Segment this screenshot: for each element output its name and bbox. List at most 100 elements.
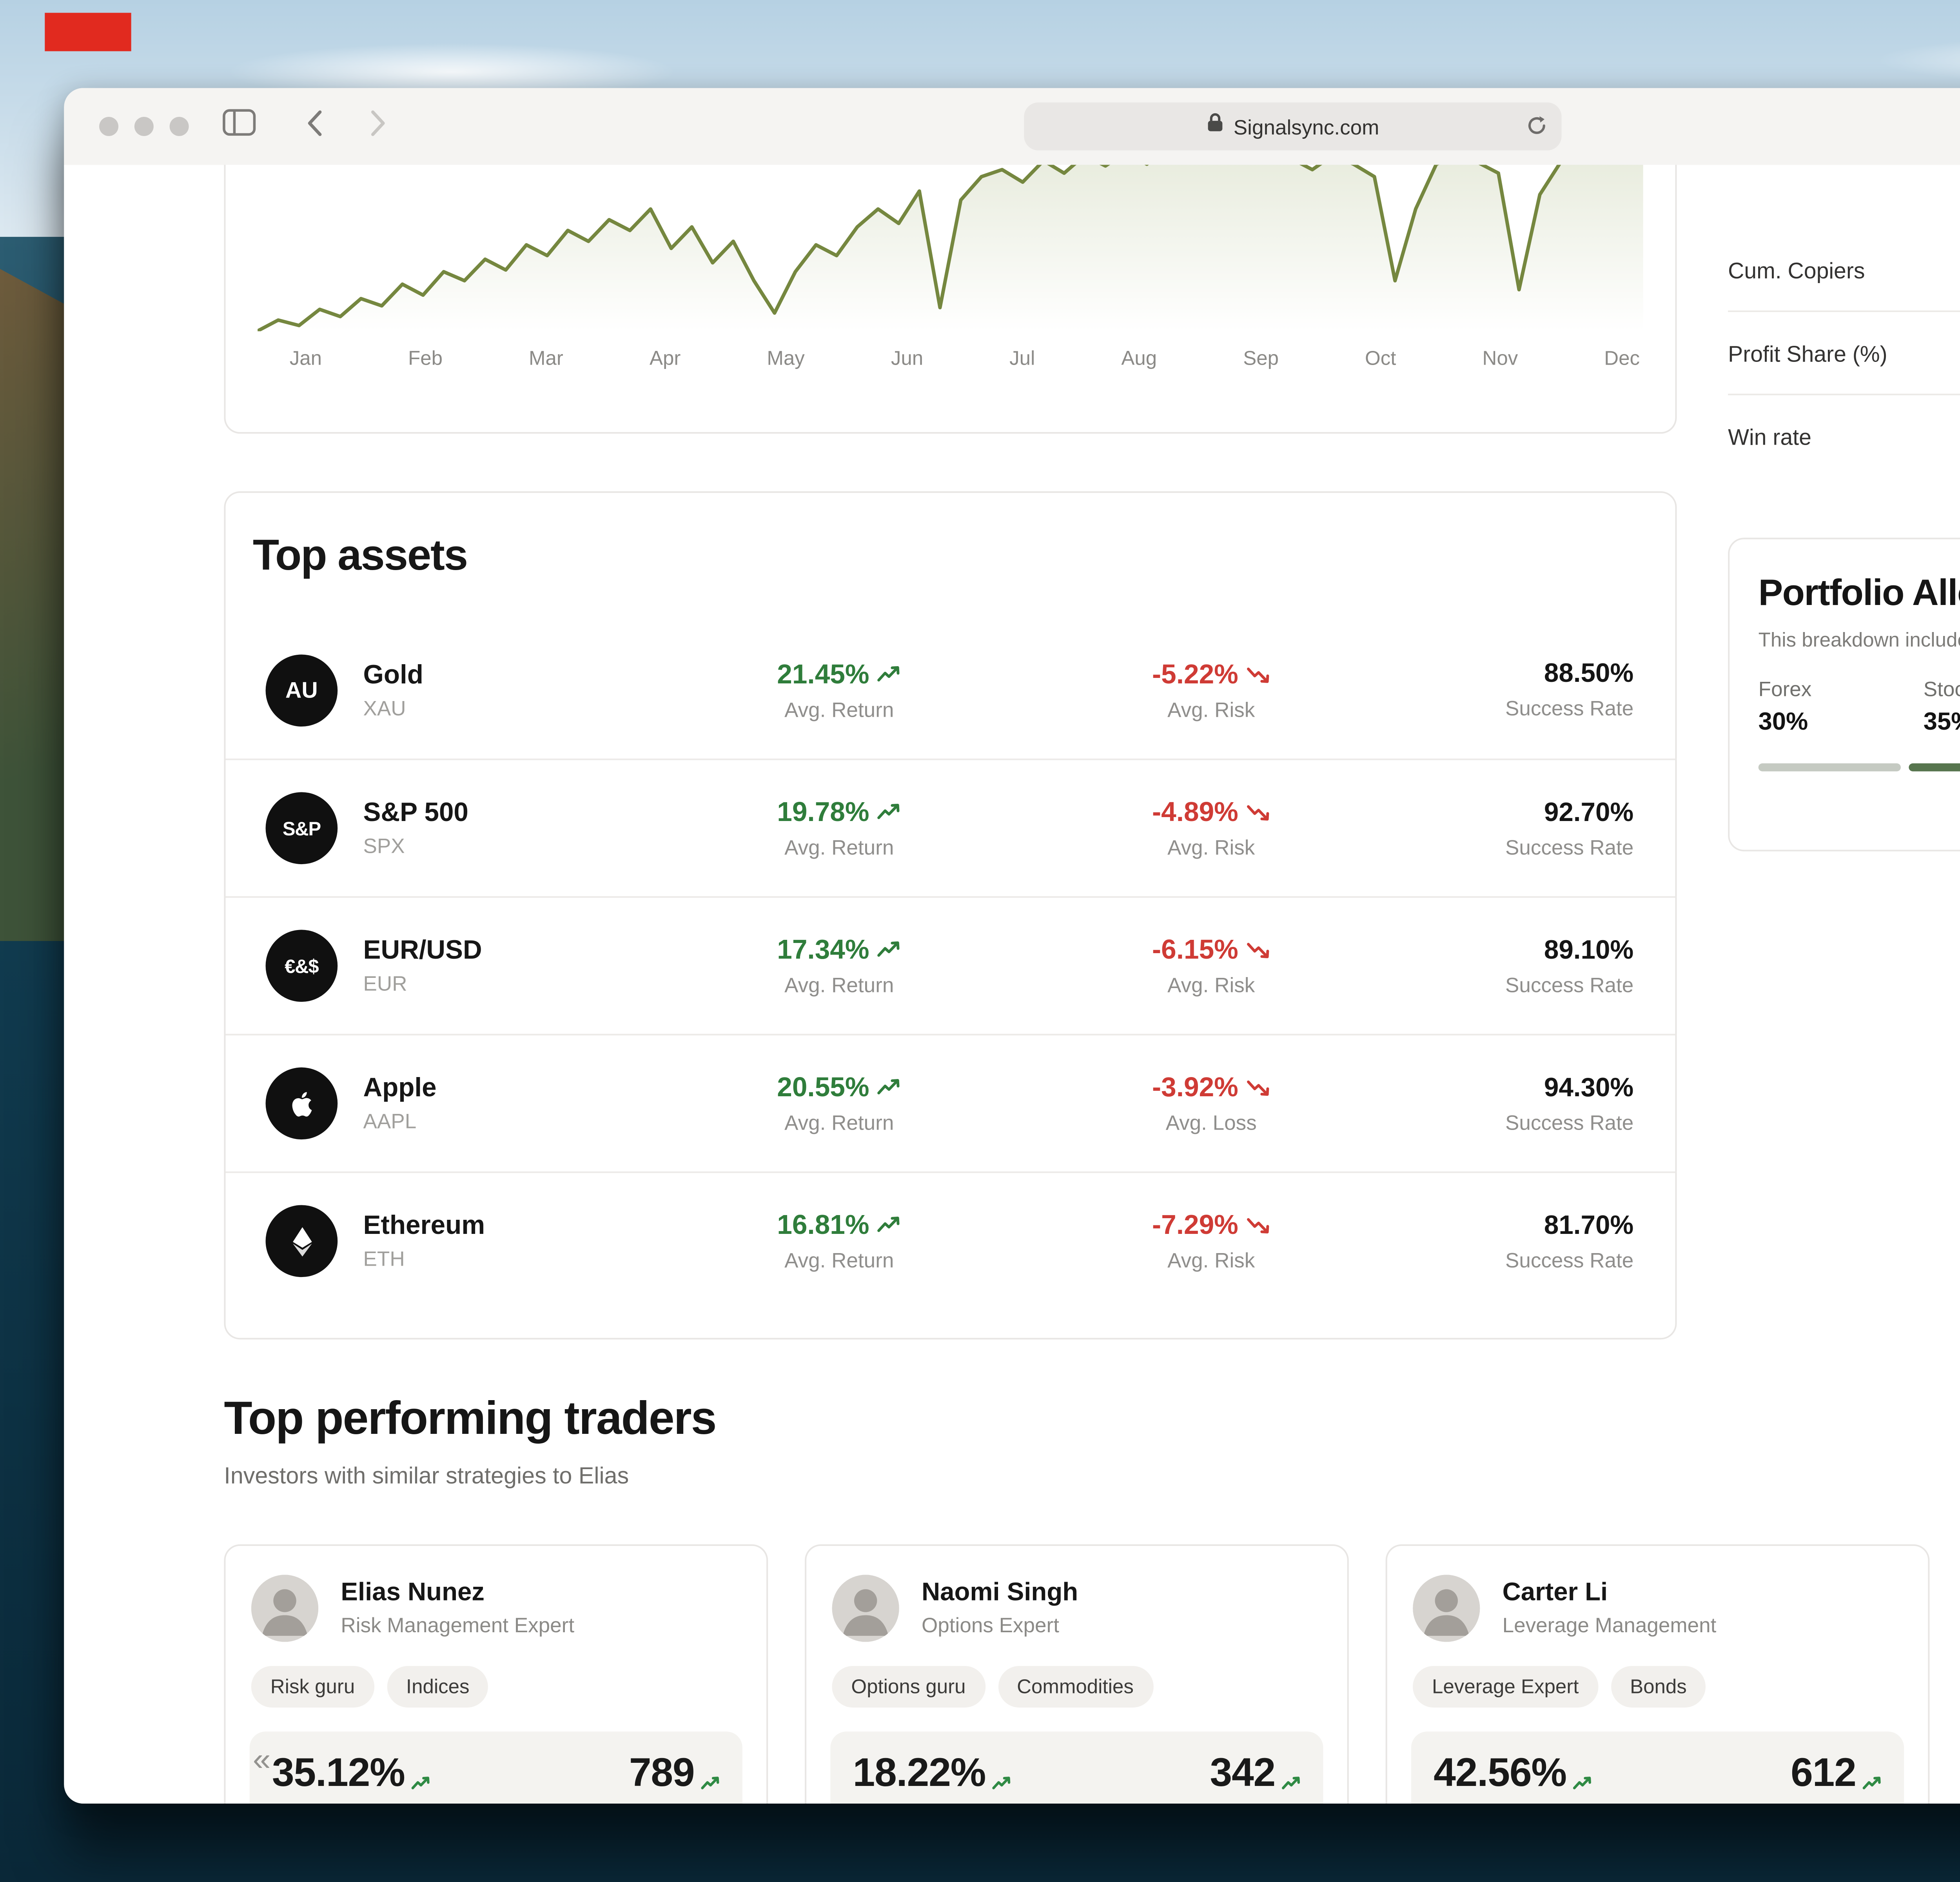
gold-asset-icon: AU — [265, 654, 338, 726]
asset-row-gold[interactable]: AU Gold XAU 21.45% Avg. Return -5.22% Av… — [226, 621, 1675, 759]
avg-loss-value: -3.92% — [1152, 1072, 1238, 1103]
traders-section-subtitle: Investors with similar strategies to Eli… — [224, 1464, 629, 1490]
avg-return-label: Avg. Return — [784, 1110, 894, 1135]
trader-role: Leverage Management — [1502, 1613, 1717, 1637]
red-marker-left — [45, 13, 131, 51]
month-label: Jan — [289, 347, 322, 370]
avg-loss-label: Avg. Loss — [1165, 1110, 1257, 1135]
page-content: Jan Feb Mar Apr May Jun Jul Aug Sep Oct … — [64, 165, 1960, 1804]
asset-ticker: AAPL — [363, 1109, 417, 1133]
zoom-window-button[interactable] — [169, 116, 189, 136]
asset-name: Ethereum — [363, 1211, 485, 1241]
trader-copiers-value: 612 — [1791, 1751, 1857, 1796]
success-rate-value: 89.10% — [1544, 935, 1634, 965]
avg-return-value: 17.34% — [777, 934, 869, 965]
success-rate-value: 94.30% — [1544, 1073, 1634, 1102]
allocation-bar-segment — [1909, 763, 1960, 772]
avg-risk-label: Avg. Risk — [1167, 1248, 1255, 1272]
allocation-title: Portfolio Allocation — [1758, 571, 1960, 613]
asset-row-sp500[interactable]: S&P S&P 500 SPX 19.78% Avg. Return -4.89… — [225, 758, 1675, 896]
month-label: Aug — [1121, 347, 1157, 370]
top-assets-rows: AU Gold XAU 21.45% Avg. Return -5.22% Av… — [225, 621, 1675, 1309]
trader-card-carter[interactable]: Carter Li Leverage Management Leverage E… — [1385, 1544, 1930, 1804]
trend-up-icon — [877, 797, 901, 829]
address-bar[interactable]: Signalsync.com — [1024, 102, 1562, 151]
close-window-button[interactable] — [99, 116, 119, 136]
trader-return-value: 18.22% — [853, 1751, 986, 1796]
trader-stats-panel: 35.12% 789 — [249, 1731, 742, 1804]
trader-role: Risk Management Expert — [341, 1613, 575, 1637]
month-label: May — [767, 347, 805, 370]
allocation-forex: Forex 30% — [1758, 677, 1812, 736]
trader-tag: Commodities — [998, 1666, 1153, 1708]
trader-card-naomi[interactable]: Naomi Singh Options Expert Options guru … — [805, 1544, 1349, 1804]
stat-label: Profit Share (%) — [1728, 340, 1887, 366]
top-assets-card: Top assets AU Gold XAU 21.45% Avg. Retur… — [224, 491, 1677, 1340]
success-rate-value: 88.50% — [1544, 659, 1634, 688]
trend-up-icon — [877, 1072, 901, 1104]
avatar — [251, 1575, 319, 1642]
success-rate-value: 81.70% — [1544, 1210, 1634, 1240]
stat-row-profit-share: Profit Share (%) 12% — [1728, 312, 1960, 396]
asset-name: EUR/USD — [363, 936, 482, 965]
trader-tag: Bonds — [1611, 1666, 1706, 1708]
trader-return-value: 35.12% — [272, 1751, 405, 1796]
trend-up-icon — [1862, 1756, 1882, 1802]
avg-risk-value: -7.29% — [1152, 1210, 1238, 1241]
success-rate-value: 92.70% — [1544, 797, 1634, 827]
trend-up-icon — [877, 659, 901, 691]
asset-row-apple[interactable]: Apple AAPL 20.55% Avg. Return -3.92% Avg… — [225, 1034, 1675, 1172]
trader-name: Naomi Singh — [922, 1579, 1078, 1607]
asset-ticker: SPX — [363, 834, 405, 858]
allocation-breakdown: Forex 30% Stocks 35% Indices 35% — [1759, 677, 1960, 751]
trend-up-icon — [1281, 1756, 1301, 1802]
trader-card-elias[interactable]: Elias Nunez Risk Management Expert Risk … — [224, 1544, 768, 1804]
success-rate-label: Success Rate — [1505, 1247, 1634, 1272]
forward-button[interactable] — [355, 88, 400, 165]
asset-row-ethereum[interactable]: Ethereum ETH 16.81% Avg. Return -7.29% A… — [225, 1171, 1675, 1309]
carousel-prev-button[interactable]: « — [252, 1742, 271, 1778]
month-label: Mar — [529, 347, 563, 370]
avg-return-label: Avg. Return — [784, 1248, 894, 1272]
eurusd-asset-icon: €&$ — [265, 930, 338, 1002]
asset-row-eurusd[interactable]: €&$ EUR/USD EUR 17.34% Avg. Return -6.15… — [225, 896, 1675, 1034]
trend-up-icon — [1573, 1756, 1592, 1802]
stat-label: Win rate — [1728, 423, 1811, 449]
avg-return-value: 20.55% — [777, 1072, 869, 1103]
lock-icon — [1206, 112, 1224, 141]
allocation-subtitle: This breakdown includes 92.7% of this po… — [1758, 629, 1960, 652]
success-rate-label: Success Rate — [1505, 696, 1634, 720]
avg-return-label: Avg. Return — [784, 835, 894, 859]
trend-down-icon — [1246, 1072, 1270, 1104]
trader-tag: Leverage Expert — [1413, 1666, 1598, 1708]
minimize-window-button[interactable] — [134, 116, 154, 136]
back-button[interactable] — [291, 88, 336, 165]
avg-risk-value: -5.22% — [1152, 658, 1238, 689]
month-label: Apr — [649, 347, 681, 370]
avg-return-label: Avg. Return — [784, 973, 894, 997]
top-assets-title: Top assets — [252, 531, 468, 579]
asset-ticker: EUR — [363, 971, 407, 995]
avg-risk-label: Avg. Risk — [1167, 973, 1255, 997]
trend-down-icon — [1246, 935, 1270, 967]
refresh-icon[interactable] — [1526, 115, 1547, 144]
browser-toolbar: Signalsync.com — [64, 88, 1960, 167]
trader-tag: Options guru — [832, 1666, 985, 1708]
sp500-asset-icon: S&P — [265, 792, 338, 865]
apple-logo-icon — [265, 1067, 338, 1140]
trend-up-icon — [411, 1756, 430, 1802]
avg-return-label: Avg. Return — [784, 697, 894, 721]
asset-name: S&P 500 — [363, 798, 468, 828]
month-label: Nov — [1482, 347, 1518, 370]
trader-role: Options Expert — [922, 1613, 1060, 1637]
chevron-right-icon — [369, 108, 387, 145]
sidebar-toggle-button[interactable] — [211, 88, 266, 165]
traders-section-title: Top performing traders — [224, 1394, 717, 1445]
trend-down-icon — [1246, 797, 1270, 829]
avg-risk-value: -4.89% — [1152, 797, 1238, 828]
trader-copiers-value: 789 — [629, 1751, 695, 1796]
trend-down-icon — [1246, 659, 1270, 691]
stat-label: Cum. Copiers — [1728, 257, 1865, 283]
browser-window: Signalsync.com — [64, 88, 1960, 1804]
